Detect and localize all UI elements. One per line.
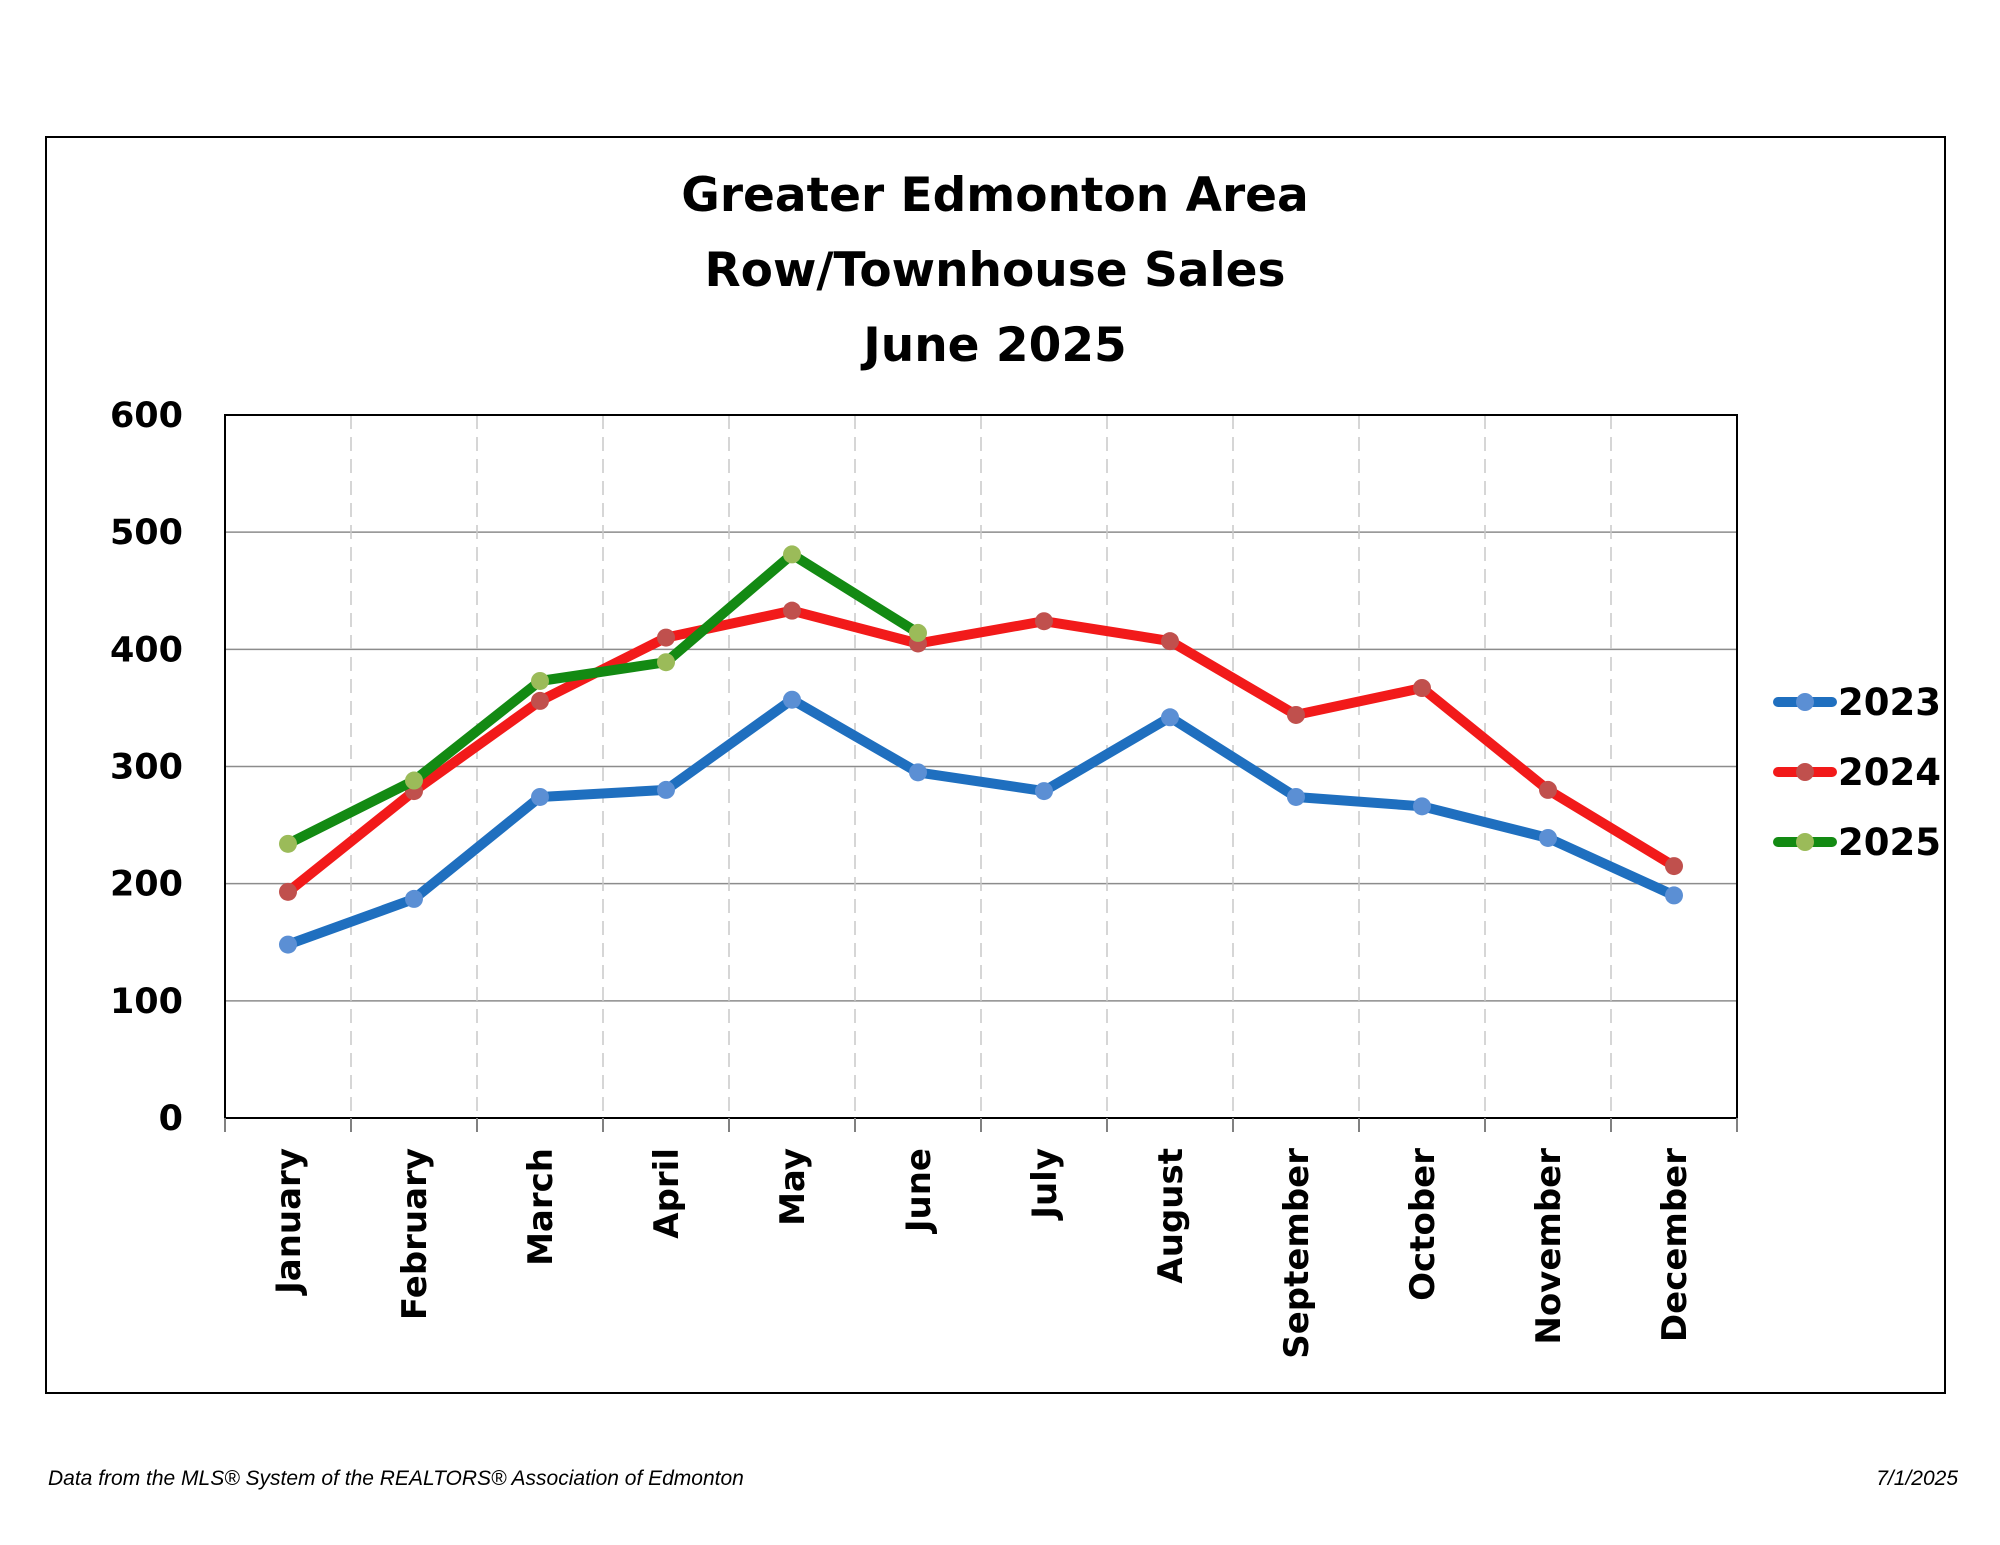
data-point-2023 xyxy=(783,690,801,709)
x-tick-label: March xyxy=(521,1148,561,1266)
y-tick-label: 300 xyxy=(110,748,183,788)
legend: 2023 2024 2025 xyxy=(1773,681,1941,864)
x-tick-label: October xyxy=(1403,1148,1443,1301)
data-point-2025 xyxy=(531,671,549,690)
data-point-2023 xyxy=(531,787,549,806)
chart-title-line: Row/Townhouse Sales xyxy=(704,243,1285,298)
data-point-2025 xyxy=(909,623,927,642)
series-line-2025 xyxy=(283,549,923,849)
footer-date: 7/1/2025 xyxy=(1876,1467,1958,1490)
data-point-2023 xyxy=(657,780,675,799)
series-layer xyxy=(279,545,1683,954)
data-point-2024 xyxy=(1035,612,1053,631)
data-point-2024 xyxy=(279,882,297,901)
x-tick-label: November xyxy=(1529,1148,1569,1345)
legend-item-2024: 2024 xyxy=(1773,751,1941,794)
x-tick-label: April xyxy=(647,1148,687,1239)
data-point-2024 xyxy=(1161,632,1179,651)
data-point-2025 xyxy=(279,834,297,853)
data-point-2023 xyxy=(1665,886,1683,905)
legend-label: 2023 xyxy=(1838,681,1941,724)
series-2024 xyxy=(279,601,1683,901)
data-point-2023 xyxy=(405,889,423,908)
data-point-2024 xyxy=(1539,780,1557,799)
chart-title: Greater Edmonton Area Row/Townhouse Sales… xyxy=(681,168,1308,373)
x-tick-label: January xyxy=(269,1148,309,1296)
x-tick-label: February xyxy=(395,1148,435,1320)
y-tick-label: 200 xyxy=(110,865,183,905)
data-point-2023 xyxy=(279,935,297,954)
y-tick-label: 500 xyxy=(110,513,183,553)
y-tick-label: 600 xyxy=(110,396,183,436)
x-tick-label: August xyxy=(1151,1148,1191,1284)
series-line-2023 xyxy=(283,694,1679,950)
data-point-2023 xyxy=(1287,787,1305,806)
legend-item-2023: 2023 xyxy=(1773,681,1941,724)
data-point-2024 xyxy=(1287,705,1305,724)
data-point-2024 xyxy=(1413,678,1431,697)
data-point-2024 xyxy=(657,628,675,647)
y-tick-label: 400 xyxy=(110,630,183,670)
legend-label: 2025 xyxy=(1838,821,1941,864)
chart-title-line: June 2025 xyxy=(860,318,1126,373)
x-tick-label: September xyxy=(1277,1148,1317,1359)
data-point-2025 xyxy=(405,771,423,790)
data-point-2025 xyxy=(657,653,675,672)
data-point-2023 xyxy=(909,763,927,782)
legend-swatch-marker xyxy=(1796,833,1814,851)
data-point-2024 xyxy=(783,601,801,620)
axes: 0 100 200 300 400 500 600 January February March A… xyxy=(110,396,1738,1359)
data-point-2024 xyxy=(531,691,549,710)
chart-title-line: Greater Edmonton Area xyxy=(681,168,1308,223)
grid xyxy=(225,415,1737,1118)
x-tick-label: December xyxy=(1655,1148,1695,1342)
legend-swatch-marker xyxy=(1796,763,1814,781)
y-tick-label: 100 xyxy=(110,982,183,1022)
data-point-2024 xyxy=(1665,857,1683,876)
data-point-2023 xyxy=(1413,797,1431,816)
chart-border xyxy=(45,136,1946,1394)
x-tick-label: July xyxy=(1025,1148,1065,1221)
footer-source-note: Data from the MLS® System of the REALTOR… xyxy=(48,1467,744,1490)
legend-swatch-marker xyxy=(1796,693,1814,711)
data-point-2023 xyxy=(1161,708,1179,727)
series-2025 xyxy=(279,545,927,853)
legend-label: 2024 xyxy=(1838,751,1941,794)
data-point-2023 xyxy=(1539,828,1557,847)
data-point-2023 xyxy=(1035,782,1053,801)
legend-item-2025: 2025 xyxy=(1773,821,1941,864)
series-2023 xyxy=(279,690,1683,954)
series-line-2024 xyxy=(283,605,1679,897)
y-tick-label: 0 xyxy=(159,1099,183,1139)
x-tick-label: May xyxy=(773,1148,813,1226)
data-point-2025 xyxy=(783,545,801,564)
x-tick-label: June xyxy=(899,1148,939,1234)
